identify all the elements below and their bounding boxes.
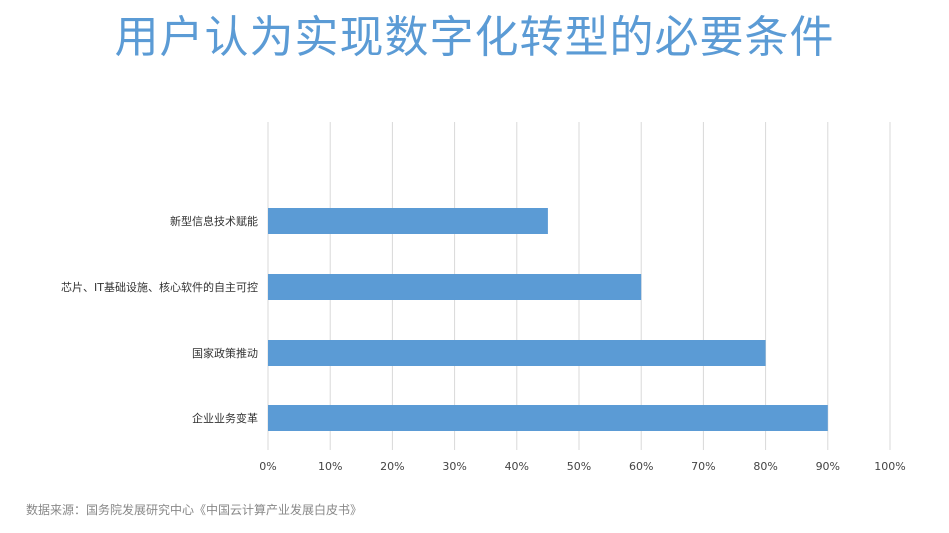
bar	[268, 405, 828, 431]
bar	[268, 340, 766, 366]
x-tick-label: 0%	[259, 460, 276, 473]
bar	[268, 208, 548, 234]
x-tick-label: 80%	[753, 460, 777, 473]
category-label: 新型信息技术赋能	[170, 214, 258, 228]
x-tick-label: 40%	[505, 460, 529, 473]
bars	[268, 208, 828, 431]
category-label: 国家政策推动	[192, 346, 258, 360]
x-tick-label: 90%	[816, 460, 840, 473]
x-tick-labels: 0% 10% 20% 30% 40% 50% 60% 70% 80% 90% 100%	[259, 460, 905, 473]
x-tick-label: 20%	[380, 460, 404, 473]
bar	[268, 274, 642, 300]
data-source-note: 数据来源：国务院发展研究中心《中国云计算产业发展白皮书》	[26, 503, 363, 517]
category-label: 芯片、IT基础设施、核心软件的自主可控	[61, 280, 258, 294]
x-tick-label: 70%	[691, 460, 715, 473]
x-tick-label: 60%	[629, 460, 653, 473]
chart-title: 用户认为实现数字化转型的必要条件	[114, 12, 835, 63]
x-tick-label: 30%	[442, 460, 466, 473]
x-tick-label: 50%	[567, 460, 591, 473]
x-tick-label: 100%	[874, 460, 905, 473]
x-tick-label: 10%	[318, 460, 342, 473]
category-label: 企业业务变革	[192, 411, 258, 425]
